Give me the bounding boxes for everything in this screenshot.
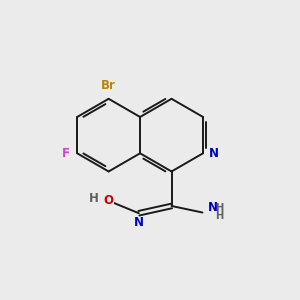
Text: N: N	[207, 201, 218, 214]
Text: N: N	[134, 216, 144, 229]
Text: H: H	[215, 212, 223, 221]
Text: H: H	[215, 203, 223, 213]
Text: Br: Br	[101, 79, 116, 92]
Text: O: O	[103, 194, 113, 207]
Text: N: N	[209, 147, 219, 160]
Text: F: F	[62, 147, 70, 160]
Text: H: H	[89, 192, 99, 206]
